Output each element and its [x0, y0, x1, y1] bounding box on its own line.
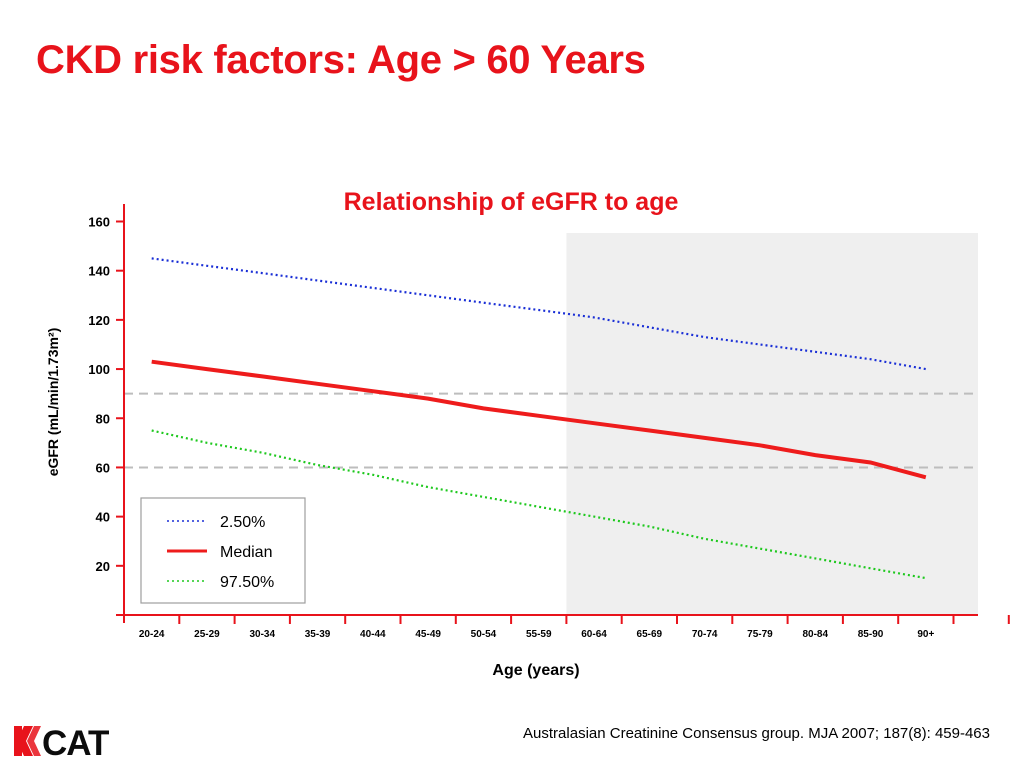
series-line-97-50- [151, 429, 926, 580]
y-tick-label: 40 [96, 510, 110, 525]
x-tick-label: 25-29 [194, 629, 220, 640]
x-tick-label: 80-84 [802, 629, 828, 640]
x-tick-label: 75-79 [747, 629, 773, 640]
series-line-median [151, 359, 927, 480]
egfr-age-chart: 20 40 60 80 100 120 140 160 20-24 25-29 30-34 35-39… [45, 188, 1010, 679]
y-tick-label: 120 [88, 313, 110, 328]
svg-text:CAT: CAT [42, 724, 109, 762]
x-tick-label: 90+ [917, 629, 934, 640]
reference-lines [124, 392, 978, 469]
kcat-logo: CAT [14, 724, 110, 762]
x-tick-label: 85-90 [858, 629, 884, 640]
x-tick-label: 50-54 [471, 629, 497, 640]
legend: 2.50% Median 97.50% [140, 497, 306, 604]
x-tick-label: 55-59 [526, 629, 552, 640]
age-over-60-shaded-region [566, 233, 978, 615]
chart-title: Relationship of eGFR to age [344, 188, 679, 216]
y-tick-label: 80 [96, 411, 110, 426]
legend-label: 2.50% [220, 514, 265, 531]
y-axis-label: eGFR (mL/min/1.73m²) [45, 328, 61, 477]
legend-label: 97.50% [220, 574, 274, 591]
x-tick-label: 70-74 [692, 629, 718, 640]
axes: 20 40 60 80 100 120 140 160 20-24 25-29 30-34 35-39… [88, 204, 1010, 640]
y-tick-label: 140 [88, 264, 110, 279]
series-line-2-50- [151, 257, 926, 371]
x-tick-label: 65-69 [637, 629, 663, 640]
citation: Australasian Creatinine Consensus group.… [523, 725, 990, 742]
x-tick-label: 30-34 [249, 629, 275, 640]
x-tick-label: 60-64 [581, 629, 607, 640]
y-tick-label: 100 [88, 362, 110, 377]
slide-title: CKD risk factors: Age > 60 Years [36, 38, 646, 82]
x-tick-label: 35-39 [305, 629, 331, 640]
legend-label: Median [220, 544, 272, 561]
x-axis-label: Age (years) [492, 662, 579, 679]
x-tick-label: 40-44 [360, 629, 386, 640]
x-tick-label: 20-24 [139, 629, 165, 640]
y-tick-label: 60 [96, 460, 110, 475]
y-tick-label: 160 [88, 215, 110, 230]
y-tick-label: 20 [96, 559, 110, 574]
series-layer [151, 257, 927, 580]
x-tick-label: 45-49 [415, 629, 441, 640]
